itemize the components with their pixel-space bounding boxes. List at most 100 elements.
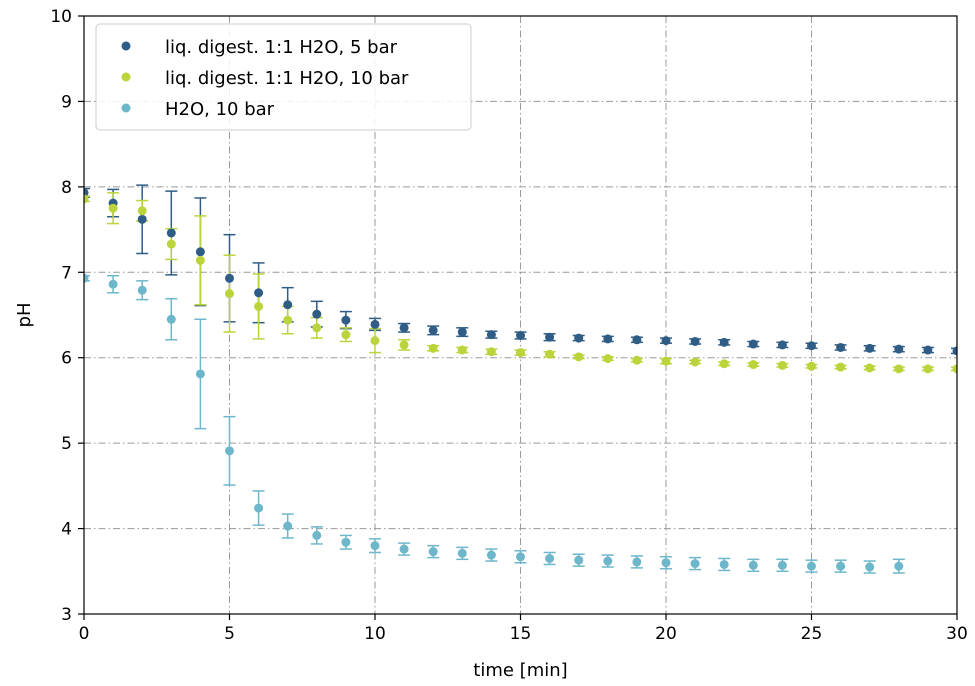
data-point: [225, 273, 234, 283]
x-tick-label: 0: [79, 624, 90, 644]
error-bar: [951, 347, 957, 355]
x-tick-label: 30: [946, 624, 968, 644]
data-point: [574, 352, 584, 362]
data-point: [894, 561, 904, 571]
data-point: [516, 348, 525, 358]
data-point: [225, 289, 234, 299]
data-point: [690, 357, 700, 367]
data-point: [545, 349, 555, 359]
data-point: [661, 336, 671, 346]
data-point: [516, 331, 525, 341]
data-point: [108, 203, 118, 213]
data-point: [661, 356, 671, 366]
legend-label-series-2: liq. digest. 1:1 H2O, 10 bar: [165, 68, 409, 89]
legend-marker-series-2: [121, 72, 131, 82]
data-point: [952, 346, 957, 356]
x-tick-label: 15: [510, 624, 532, 644]
data-point: [370, 319, 380, 329]
data-point: [312, 323, 322, 333]
data-point: [603, 334, 613, 344]
legend-label-series-1: liq. digest. 1:1 H2O, 5 bar: [165, 37, 398, 58]
y-axis-label: pH: [14, 303, 35, 328]
x-tick-label: 25: [801, 624, 823, 644]
data-point: [632, 335, 642, 345]
x-axis-ticks: 0 5 10 15 20 25 30: [79, 614, 968, 644]
legend-box: [95, 23, 472, 131]
data-point: [865, 343, 875, 353]
data-point: [545, 332, 555, 342]
data-point: [661, 558, 671, 568]
data-point: [777, 560, 787, 570]
data-point: [283, 521, 293, 531]
data-point: [254, 288, 264, 298]
data-point: [836, 362, 846, 372]
legend-marker-series-1: [121, 41, 131, 51]
data-point: [923, 364, 933, 374]
data-point: [428, 325, 438, 335]
data-point: [807, 341, 816, 351]
data-point: [486, 550, 496, 560]
data-point: [603, 556, 613, 566]
data-point: [254, 301, 264, 311]
y-tick-label: 9: [61, 92, 72, 112]
data-point: [428, 547, 438, 557]
data-point: [865, 562, 875, 572]
grid: [84, 16, 957, 614]
y-tick-label: 7: [61, 263, 72, 283]
data-point: [690, 559, 700, 569]
data-point: [195, 369, 205, 379]
data-point: [574, 555, 584, 565]
data-point: [865, 363, 875, 373]
data-point: [952, 364, 957, 374]
data-point: [341, 330, 351, 340]
data-point: [166, 228, 176, 238]
data-point: [399, 340, 409, 350]
data-point: [719, 559, 729, 569]
y-tick-label: 5: [61, 434, 72, 454]
data-point: [807, 361, 816, 371]
data-point: [312, 309, 322, 319]
data-point: [486, 347, 496, 357]
x-tick-label: 5: [224, 624, 235, 644]
data-point: [84, 273, 89, 283]
x-tick-label: 20: [655, 624, 677, 644]
data-point: [516, 552, 525, 562]
y-axis-ticks: 3 4 5 6 7 8 9 10: [50, 7, 84, 625]
data-point: [923, 345, 933, 355]
data-point: [166, 239, 176, 249]
data-point: [807, 561, 816, 571]
data-point: [137, 285, 147, 295]
data-point: [283, 315, 293, 325]
data-points: [84, 188, 957, 572]
legend: liq. digest. 1:1 H2O, 5 bar liq. digest.…: [95, 23, 472, 131]
data-point: [457, 548, 467, 558]
x-tick-label: 10: [364, 624, 386, 644]
data-point: [399, 323, 409, 333]
data-point: [457, 327, 467, 337]
data-point: [719, 359, 729, 369]
data-point: [166, 314, 176, 324]
data-point: [748, 360, 758, 370]
data-point: [748, 560, 758, 570]
error-bar: [84, 195, 90, 203]
data-point: [632, 557, 642, 567]
data-point: [603, 354, 613, 364]
data-point: [370, 541, 380, 551]
data-point: [545, 553, 555, 563]
y-tick-label: 6: [61, 349, 72, 369]
data-point: [632, 355, 642, 365]
data-point: [486, 330, 496, 340]
data-point: [690, 336, 700, 346]
data-point: [137, 214, 147, 224]
data-point: [137, 206, 147, 216]
x-axis-label: time [min]: [473, 660, 567, 681]
legend-marker-series-3: [121, 103, 131, 113]
data-point: [748, 339, 758, 349]
data-point: [836, 342, 846, 352]
data-point: [399, 544, 409, 554]
data-point: [428, 343, 438, 353]
data-point: [777, 340, 787, 350]
error-bar: [84, 274, 90, 282]
data-point: [370, 336, 380, 346]
